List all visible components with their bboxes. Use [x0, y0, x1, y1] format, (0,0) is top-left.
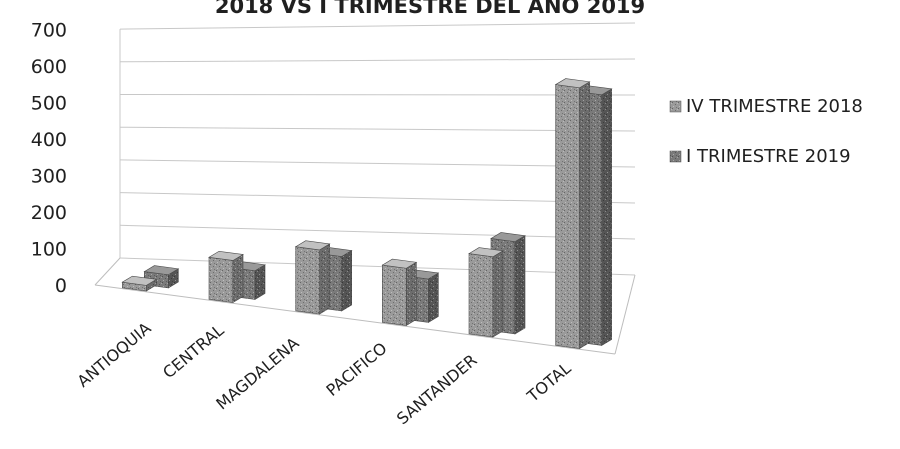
bar-magdalena-iv-trimestre-2018 — [294, 240, 331, 315]
y-tick-label: 100 — [31, 239, 67, 261]
chart-title: 2018 VS I TRIMESTRE DEL AÑO 2019 — [215, 0, 645, 18]
bar-central-iv-trimestre-2018 — [208, 250, 244, 304]
x-tick-label-antioquia: ANTIOQUIA — [73, 318, 154, 390]
y-tick-label: 400 — [31, 129, 67, 151]
bar-texture — [209, 257, 233, 303]
bar-top-face — [468, 247, 504, 258]
bar-texture — [122, 282, 147, 291]
y-tick-label: 0 — [55, 275, 67, 297]
bar-texture — [295, 246, 320, 314]
bars — [121, 78, 613, 350]
gridline — [119, 159, 636, 168]
x-tick-label-central: CENTRAL — [159, 320, 227, 382]
bar-texture — [428, 272, 439, 323]
bar-texture — [319, 243, 330, 314]
x-tick-label-santander: SANTANDER — [393, 351, 481, 429]
bar-top-face — [381, 258, 418, 269]
gridline — [119, 58, 636, 63]
bar-texture — [341, 250, 352, 311]
x-tick-label-pacifico: PACIFICO — [323, 339, 391, 400]
gridline — [119, 126, 636, 132]
bar-top-face — [490, 232, 526, 242]
y-tick-label: 500 — [31, 93, 67, 115]
x-tick-label-magdalena: MAGDALENA — [212, 333, 302, 413]
bar-top-face — [121, 275, 158, 286]
floor-left-edge — [94, 257, 121, 286]
y-axis: 0 100 200 300 400 500 600 700 — [31, 20, 67, 298]
bar-texture — [469, 253, 493, 337]
gridline — [119, 192, 636, 204]
bar-texture — [233, 254, 243, 303]
bar-antioquia-iv-trimestre-2018 — [121, 275, 158, 292]
bar-top-face — [143, 265, 180, 276]
gridline — [119, 94, 636, 96]
bar-total-iv-trimestre-2018 — [554, 78, 591, 350]
y-tick-label: 300 — [31, 166, 67, 188]
bar-texture — [493, 250, 503, 337]
bar-texture — [555, 84, 580, 349]
bar-top-face — [208, 250, 244, 261]
gridline — [119, 224, 636, 240]
y-tick-label: 200 — [31, 202, 67, 224]
bar-santander-iv-trimestre-2018 — [468, 247, 504, 338]
bar-texture — [579, 81, 590, 349]
bar-texture — [515, 235, 525, 334]
floor-front-edge — [94, 284, 616, 355]
gridline — [119, 257, 636, 276]
y-tick-label: 700 — [31, 20, 67, 42]
bar-top-face — [554, 78, 591, 89]
bar-texture — [406, 262, 417, 326]
bar-texture — [146, 279, 157, 291]
legend-swatch-texture — [670, 101, 681, 112]
legend-label: IV TRIMESTRE 2018 — [686, 96, 863, 117]
bar-pacifico-iv-trimestre-2018 — [381, 258, 418, 327]
legend-item-i-trimestre-2019: I TRIMESTRE 2019 — [669, 146, 851, 167]
legend: IV TRIMESTRE 2018 I TRIMESTRE 2019 — [669, 96, 863, 167]
bar-texture — [601, 88, 612, 346]
legend-swatch-texture — [670, 151, 681, 162]
legend-label: I TRIMESTRE 2019 — [686, 146, 851, 167]
bar-top-face — [294, 240, 331, 251]
x-tick-label-total: TOTAL — [523, 358, 575, 406]
grid-layer — [94, 22, 636, 355]
legend-item-iv-trimestre-2018: IV TRIMESTRE 2018 — [669, 96, 863, 117]
floor-right-edge — [614, 274, 636, 355]
bar-texture — [255, 264, 265, 300]
bar-texture — [382, 265, 407, 326]
y-tick-label: 600 — [31, 56, 67, 78]
gridline — [119, 22, 636, 30]
